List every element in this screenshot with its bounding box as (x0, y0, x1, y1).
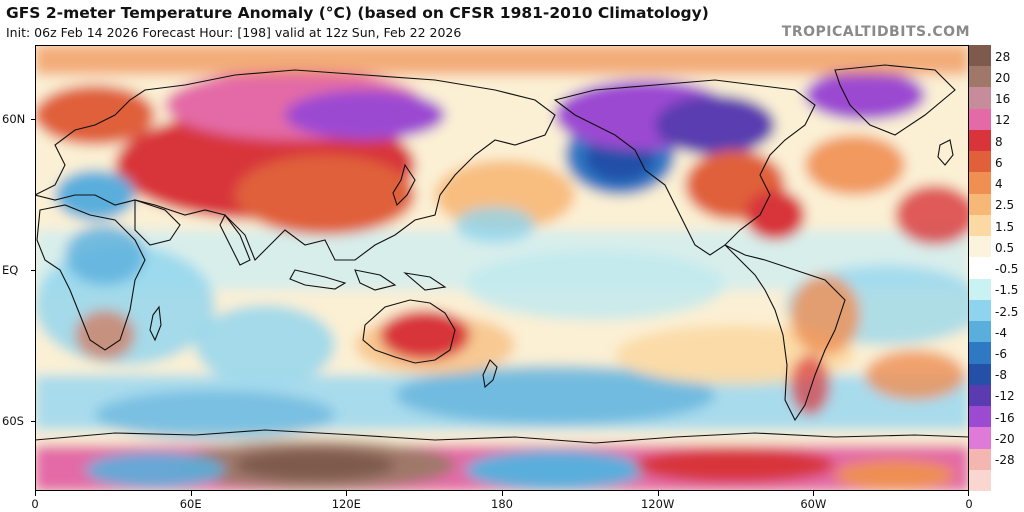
colorbar-segment (969, 469, 991, 492)
lon-label: 0 (31, 497, 39, 511)
lon-label: 60W (800, 497, 827, 511)
map-frame-top (35, 45, 969, 46)
colorbar-segment (969, 427, 991, 450)
colorbar-segment (969, 45, 991, 67)
colorbar-label: -28 (995, 453, 1015, 468)
colorbar-label: 20 (995, 70, 1011, 85)
colorbar-label: -20 (995, 431, 1015, 446)
lon-tick (657, 491, 659, 496)
colorbar-label: -1.5 (995, 283, 1019, 298)
anomaly-map (35, 45, 969, 491)
lon-tick (35, 491, 36, 496)
map-frame-bottom (35, 490, 969, 491)
brand-watermark: TROPICALTIDBITS.COM (781, 24, 970, 40)
colorbar-segment (969, 108, 991, 131)
lat-tick (31, 270, 35, 271)
anomaly-map-graphic (35, 45, 969, 491)
map-frame-left (35, 45, 36, 491)
lat-tick (31, 421, 35, 422)
colorbar-label: 16 (995, 92, 1011, 107)
map-frame-right (968, 45, 969, 491)
colorbar-segment (969, 172, 991, 195)
lon-label: 120E (331, 497, 361, 511)
colorbar-segment (969, 151, 991, 173)
colorbar-segment (969, 193, 991, 216)
colorbar-segment (969, 257, 991, 280)
lat-label: 60S (2, 414, 24, 428)
colorbar-label: -4 (995, 325, 1007, 340)
colorbar-segment (969, 342, 991, 365)
colorbar-segment (969, 448, 991, 471)
lon-label: 120W (640, 497, 675, 511)
colorbar-segment (969, 384, 991, 407)
lat-label: 60N (2, 112, 26, 126)
colorbar-segment (969, 66, 991, 88)
colorbar-label: -12 (995, 389, 1015, 404)
lon-tick (502, 491, 503, 496)
colorbar-label: 2.5 (995, 198, 1015, 213)
colorbar-label: 8 (995, 134, 1003, 149)
colorbar-segment (969, 87, 991, 110)
colorbar-label: 12 (995, 113, 1011, 128)
colorbar-label: -0.5 (995, 262, 1019, 277)
lon-label: 60E (179, 497, 202, 511)
colorbar (969, 45, 991, 492)
colorbar-segment (969, 236, 991, 258)
map-subtitle: Init: 06z Feb 14 2026 Forecast Hour: [19… (6, 25, 462, 40)
colorbar-segment (969, 406, 991, 428)
colorbar-segment (969, 321, 991, 343)
lon-label: 180 (491, 497, 513, 511)
lon-tick (190, 491, 192, 496)
colorbar-segment (969, 214, 991, 237)
lon-tick (346, 491, 348, 496)
lon-tick (813, 491, 815, 496)
colorbar-label: 1.5 (995, 219, 1015, 234)
colorbar-label: 6 (995, 155, 1003, 170)
anomaly-field (35, 45, 969, 491)
colorbar-label: 4 (995, 177, 1003, 192)
colorbar-label: -2.5 (995, 304, 1019, 319)
lat-tick (31, 119, 35, 120)
lon-label: 0 (965, 497, 973, 511)
coastlines (35, 64, 969, 444)
colorbar-label: -6 (995, 347, 1007, 361)
colorbar-segment (969, 299, 991, 322)
colorbar-segment (969, 129, 991, 152)
colorbar-segment (969, 278, 991, 301)
map-title: GFS 2-meter Temperature Anomaly (°C) (ba… (6, 4, 709, 22)
colorbar-segment (969, 363, 991, 386)
colorbar-label: -16 (995, 410, 1015, 425)
lon-tick (968, 491, 969, 496)
colorbar-label: -8 (995, 368, 1007, 383)
lat-label: EQ (2, 263, 19, 277)
colorbar-label: 28 (995, 49, 1011, 64)
colorbar-label: 0.5 (995, 240, 1015, 255)
